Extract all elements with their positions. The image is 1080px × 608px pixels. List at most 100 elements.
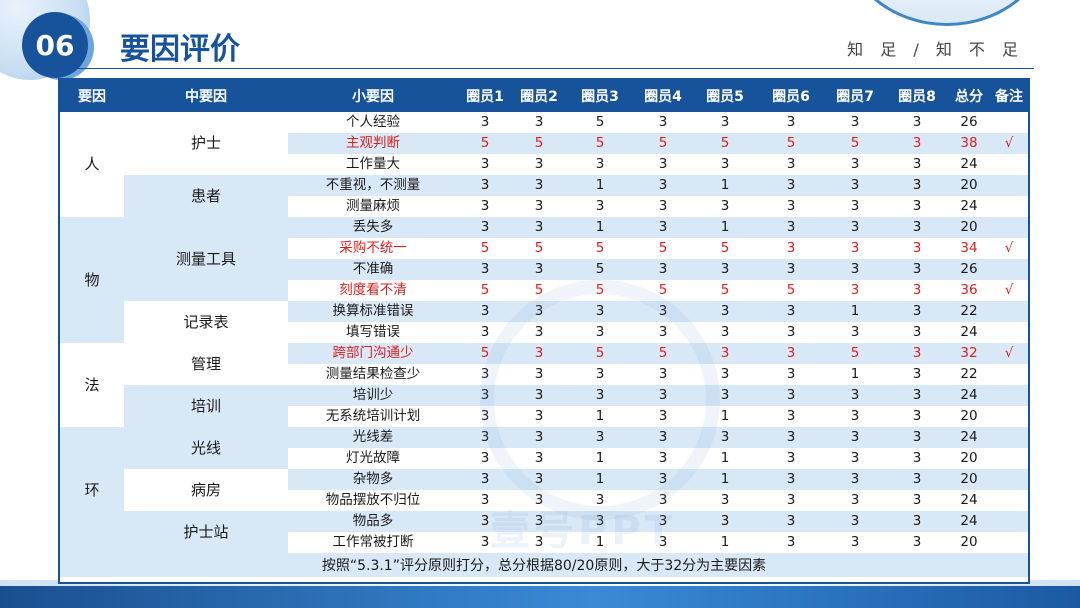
total-score-cell: 24 [948, 490, 990, 511]
total-score-cell: 36 [948, 280, 990, 301]
score-cell: 3 [512, 427, 566, 448]
sub-factor-cell: 物品多 [288, 511, 458, 532]
score-cell: 3 [458, 364, 512, 385]
score-cell: 5 [566, 112, 634, 133]
score-cell: 5 [634, 238, 692, 259]
score-cell: 3 [566, 364, 634, 385]
column-header: 中要因 [124, 80, 288, 112]
score-cell: 1 [692, 175, 758, 196]
page-motto: 知 足 / 知 不 足 [847, 40, 1024, 59]
score-cell: 3 [634, 154, 692, 175]
score-cell: 5 [758, 133, 824, 154]
score-cell: 3 [634, 217, 692, 238]
main-factor-cell: 法 [60, 343, 124, 427]
score-cell: 3 [886, 469, 948, 490]
total-score-cell: 24 [948, 511, 990, 532]
score-cell: 3 [512, 490, 566, 511]
table-row: 不准确 3 3 5 3 3 3 3 3 26 [60, 259, 1028, 280]
score-cell: 3 [566, 427, 634, 448]
decorative-bottom-wave [0, 586, 1080, 608]
score-cell: 5 [824, 133, 886, 154]
score-cell: 3 [458, 259, 512, 280]
score-cell: 3 [512, 511, 566, 532]
score-cell: 3 [824, 511, 886, 532]
score-cell: 3 [886, 364, 948, 385]
evaluation-table-container: 壹号PPT 要因中要因小要因圈员1圈员2圈员3圈员4圈员5圈员6圈员7圈员8总分… [58, 78, 1030, 584]
sub-factor-cell: 培训少 [288, 385, 458, 406]
score-cell: 3 [512, 469, 566, 490]
column-header: 圈员4 [634, 80, 692, 112]
total-score-cell: 32 [948, 343, 990, 364]
score-cell: 3 [886, 133, 948, 154]
score-cell: 3 [458, 217, 512, 238]
total-score-cell: 24 [948, 154, 990, 175]
score-cell: 5 [692, 238, 758, 259]
sub-factor-cell: 物品摆放不归位 [288, 490, 458, 511]
score-cell: 5 [634, 280, 692, 301]
note-cell [990, 322, 1028, 343]
score-cell: 1 [566, 448, 634, 469]
score-cell: 1 [566, 175, 634, 196]
table-row: 培训 培训少 3 3 3 3 3 3 3 3 24 [60, 385, 1028, 427]
score-cell: 3 [512, 196, 566, 217]
score-cell: 1 [566, 469, 634, 490]
score-cell: 3 [634, 406, 692, 427]
score-cell: 1 [692, 448, 758, 469]
score-cell: 3 [758, 217, 824, 238]
score-cell: 3 [824, 385, 886, 406]
table-row: 物测量工具 丢失多 3 3 1 3 1 3 3 3 20 [60, 217, 1028, 343]
table-row: 患者 不重视，不测量 3 3 1 3 1 3 3 3 20 [60, 175, 1028, 217]
score-cell: 3 [634, 301, 692, 322]
sub-factor-cell: 工作量大 [288, 154, 458, 175]
sub-factor-cell: 测量结果检查少 [288, 364, 458, 385]
note-cell [990, 406, 1028, 427]
score-cell: 3 [692, 511, 758, 532]
score-cell: 3 [824, 406, 886, 427]
column-header: 圈员2 [512, 80, 566, 112]
score-cell: 3 [458, 322, 512, 343]
score-cell: 3 [886, 427, 948, 448]
column-header: 要因 [60, 80, 124, 112]
note-cell: √ [990, 343, 1028, 364]
score-cell: 3 [458, 427, 512, 448]
score-cell: 3 [824, 427, 886, 448]
score-cell: 1 [824, 301, 886, 322]
score-cell: 1 [566, 532, 634, 553]
note-cell [990, 259, 1028, 280]
score-cell: 5 [512, 238, 566, 259]
score-cell: 3 [692, 343, 758, 364]
score-cell: 1 [692, 469, 758, 490]
table-row: 法管理 跨部门沟通少 5 3 5 5 3 3 5 3 32 √ [60, 343, 1028, 427]
score-cell: 3 [758, 364, 824, 385]
table-footnote-row: 按照“5.3.1”评分原则打分，总分根据80/20原则，大于32分为主要因素 [60, 553, 1028, 577]
sub-factor-cell: 丢失多 [288, 217, 458, 238]
note-cell [990, 196, 1028, 217]
score-cell: 3 [692, 154, 758, 175]
sub-factor-cell: 工作常被打断 [288, 532, 458, 553]
mid-factor-cell: 管理 [124, 343, 288, 385]
score-cell: 3 [634, 427, 692, 448]
score-cell: 3 [692, 301, 758, 322]
decorative-top-arc [844, 0, 1050, 26]
score-cell: 5 [566, 343, 634, 364]
score-cell: 5 [566, 259, 634, 280]
score-cell: 3 [824, 448, 886, 469]
note-cell: √ [990, 133, 1028, 154]
score-cell: 5 [458, 238, 512, 259]
total-score-cell: 22 [948, 301, 990, 322]
main-factor-cell: 环 [60, 427, 124, 553]
mid-factor-cell: 护士 [124, 112, 288, 175]
score-cell: 3 [458, 469, 512, 490]
column-header: 总分 [948, 80, 990, 112]
table-row: 记录表 换算标准错误 3 3 3 3 3 3 1 3 22 [60, 301, 1028, 343]
score-cell: 3 [458, 511, 512, 532]
score-cell: 5 [692, 133, 758, 154]
score-cell: 3 [512, 322, 566, 343]
score-cell: 5 [512, 280, 566, 301]
sub-factor-cell: 杂物多 [288, 469, 458, 490]
total-score-cell: 24 [948, 385, 990, 406]
note-cell: √ [990, 238, 1028, 259]
score-cell: 3 [758, 490, 824, 511]
score-cell: 3 [758, 322, 824, 343]
score-cell: 5 [458, 280, 512, 301]
